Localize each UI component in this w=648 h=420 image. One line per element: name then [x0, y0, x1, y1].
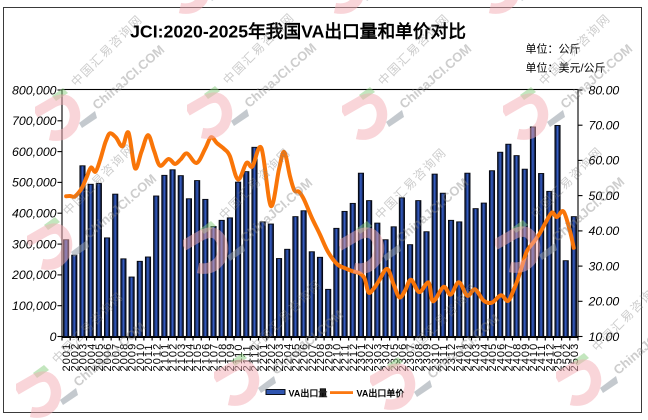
svg-text:0: 0	[50, 330, 57, 344]
svg-text:2407: 2407	[503, 343, 515, 372]
svg-text:2311: 2311	[438, 343, 450, 371]
svg-text:单位：公斤: 单位：公斤	[526, 42, 581, 56]
svg-text:2409: 2409	[520, 343, 532, 372]
svg-text:2205: 2205	[291, 343, 303, 372]
svg-text:20.00: 20.00	[588, 295, 620, 309]
svg-text:2008: 2008	[119, 343, 131, 372]
svg-text:2104: 2104	[184, 343, 196, 372]
svg-text:40.00: 40.00	[589, 224, 620, 238]
svg-text:VA出口单价: VA出口单价	[357, 388, 406, 399]
svg-text:2204: 2204	[282, 343, 294, 372]
svg-text:60.00: 60.00	[589, 154, 620, 168]
svg-text:2404: 2404	[479, 343, 491, 372]
svg-text:10.00: 10.00	[589, 330, 620, 344]
svg-text:2312: 2312	[446, 343, 458, 372]
svg-text:2007: 2007	[110, 343, 122, 372]
svg-text:2309: 2309	[422, 343, 434, 372]
svg-text:2412: 2412	[544, 343, 556, 372]
svg-text:2001: 2001	[61, 343, 73, 372]
svg-text:2012: 2012	[151, 343, 163, 372]
svg-text:2202: 2202	[266, 343, 278, 372]
svg-text:700,000: 700,000	[12, 114, 57, 128]
svg-text:2003: 2003	[78, 343, 90, 372]
svg-text:800,000: 800,000	[12, 83, 57, 97]
svg-text:2411: 2411	[536, 343, 548, 371]
svg-text:500,000: 500,000	[12, 176, 57, 190]
svg-text:2210: 2210	[331, 343, 343, 372]
svg-text:2011: 2011	[143, 343, 155, 371]
svg-text:2410: 2410	[528, 343, 540, 372]
svg-text:80.00: 80.00	[589, 83, 620, 97]
svg-text:2102: 2102	[168, 343, 180, 372]
svg-text:2401: 2401	[454, 343, 466, 372]
svg-text:2103: 2103	[176, 343, 188, 372]
svg-text:2301: 2301	[356, 343, 368, 372]
svg-text:2406: 2406	[495, 343, 507, 372]
svg-text:70.00: 70.00	[589, 119, 620, 133]
svg-text:100,000: 100,000	[12, 299, 57, 313]
svg-text:2006: 2006	[102, 343, 114, 372]
svg-text:2308: 2308	[413, 343, 425, 372]
svg-text:2310: 2310	[430, 343, 442, 372]
svg-text:2405: 2405	[487, 343, 499, 372]
svg-text:2106: 2106	[200, 343, 212, 372]
svg-text:2010: 2010	[135, 343, 147, 372]
svg-text:2206: 2206	[299, 343, 311, 372]
svg-text:JCI:2020-2025年我国VA出口量和单价对比: JCI:2020-2025年我国VA出口量和单价对比	[130, 21, 466, 42]
svg-text:2004: 2004	[86, 343, 98, 372]
svg-text:2211: 2211	[340, 343, 352, 371]
svg-text:50.00: 50.00	[589, 189, 620, 203]
svg-text:2402: 2402	[463, 343, 475, 372]
svg-text:2403: 2403	[471, 343, 483, 372]
svg-text:2101: 2101	[159, 343, 171, 372]
svg-text:2207: 2207	[307, 343, 319, 372]
svg-text:2209: 2209	[323, 343, 335, 372]
svg-text:2105: 2105	[192, 343, 204, 372]
svg-text:VA出口量: VA出口量	[289, 388, 328, 399]
svg-text:300,000: 300,000	[12, 237, 57, 251]
svg-text:2005: 2005	[94, 343, 106, 372]
svg-text:2212: 2212	[348, 343, 360, 372]
svg-text:2208: 2208	[315, 343, 327, 372]
svg-text:2203: 2203	[274, 343, 286, 372]
svg-text:2408: 2408	[512, 343, 524, 372]
svg-text:30.00: 30.00	[589, 259, 620, 273]
svg-text:2503: 2503	[569, 343, 581, 372]
svg-text:单位：美元/公斤: 单位：美元/公斤	[526, 61, 606, 75]
svg-text:2002: 2002	[69, 343, 81, 372]
svg-text:600,000: 600,000	[12, 145, 57, 159]
svg-text:200,000: 200,000	[11, 268, 57, 282]
svg-text:2009: 2009	[127, 343, 139, 372]
svg-text:400,000: 400,000	[12, 207, 57, 221]
svg-text:2201: 2201	[258, 343, 270, 372]
